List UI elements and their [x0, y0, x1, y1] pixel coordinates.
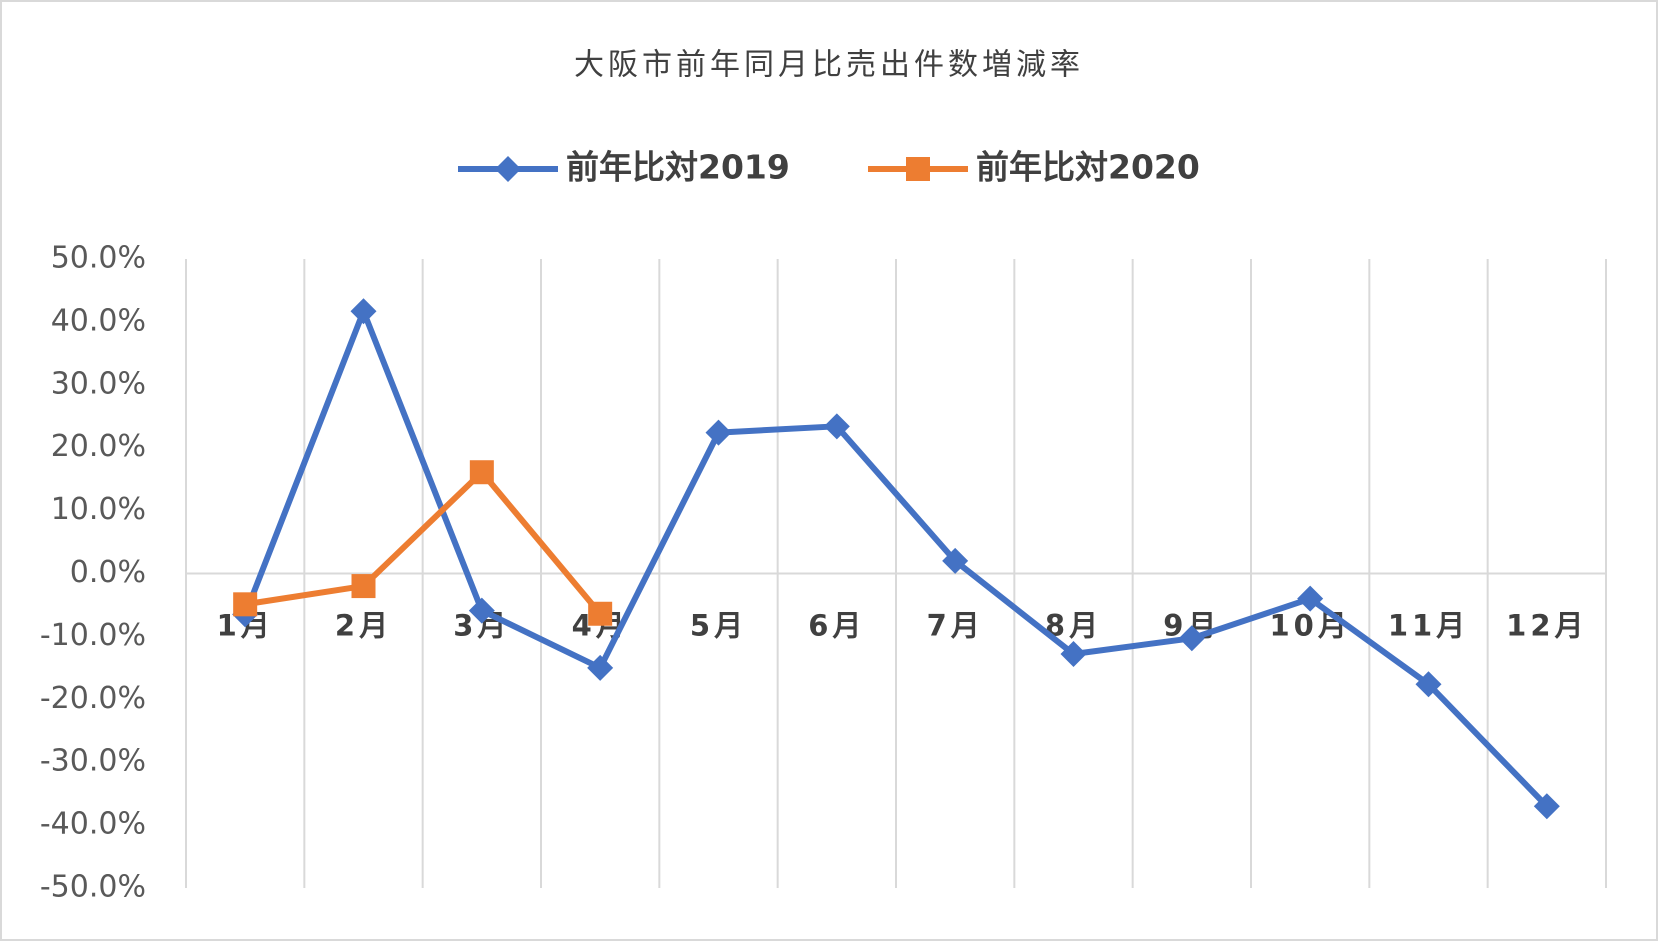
y-tick-label: -30.0%	[40, 744, 146, 779]
point-marker	[469, 460, 494, 485]
x-tick-label: 7月	[927, 609, 984, 643]
point-marker	[350, 298, 377, 325]
point-marker	[705, 419, 732, 446]
x-tick-label: 10月	[1269, 609, 1350, 643]
legend-marker	[495, 156, 521, 182]
y-tick-label: 50.0%	[51, 241, 146, 276]
point-marker	[468, 597, 495, 624]
point-marker	[942, 547, 969, 574]
point-marker	[587, 654, 614, 681]
y-tick-label: -10.0%	[40, 618, 146, 653]
point-marker	[588, 601, 613, 626]
point-marker	[823, 413, 850, 440]
point-marker	[1297, 585, 1324, 612]
y-tick-label: 0.0%	[70, 555, 146, 590]
x-tick-label: 6月	[808, 609, 865, 643]
y-tick-label: 40.0%	[51, 303, 146, 338]
y-tick-label: 10.0%	[51, 492, 146, 527]
y-tick-label: -20.0%	[40, 681, 146, 716]
point-marker	[351, 574, 376, 599]
x-tick-label: 12月	[1506, 609, 1587, 643]
y-tick-label: -50.0%	[40, 870, 146, 905]
y-tick-label: 30.0%	[51, 366, 146, 401]
series-line	[244, 469, 603, 616]
legend-marker	[906, 157, 930, 181]
legend-label: 前年比対2020	[976, 148, 1200, 187]
x-tick-label: 2月	[335, 609, 392, 643]
point-marker	[1415, 671, 1442, 698]
y-tick-label: -40.0%	[40, 807, 146, 842]
legend-label: 前年比対2019	[566, 148, 790, 187]
point-marker	[1533, 793, 1560, 820]
series-line	[242, 308, 1549, 809]
y-tick-label: 20.0%	[51, 429, 146, 464]
x-tick-label: 5月	[690, 609, 747, 643]
point-marker	[1060, 641, 1087, 668]
x-tick-label: 11月	[1388, 609, 1469, 643]
point-marker	[1178, 625, 1205, 652]
point-marker	[233, 592, 258, 617]
chart-title: 大阪市前年同月比売出件数増減率	[574, 48, 1084, 83]
